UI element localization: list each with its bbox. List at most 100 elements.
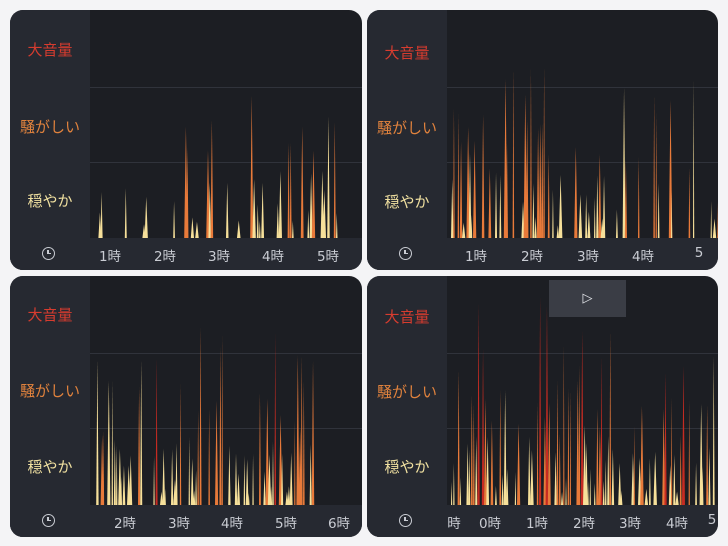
sound-spike [322, 189, 327, 238]
sound-spike [490, 420, 494, 505]
sound-spike [543, 66, 545, 238]
sound-spike [199, 326, 202, 505]
level-sidebar [10, 276, 90, 537]
sound-spike [219, 347, 222, 505]
sound-spike [303, 380, 305, 505]
time-tick: 4時 [220, 516, 244, 532]
level-label-quiet: 穏やか [384, 193, 430, 211]
sound-spike [210, 120, 214, 238]
sound-spike [547, 154, 550, 238]
sound-spike [699, 404, 703, 505]
clock-icon[interactable] [42, 514, 55, 527]
sound-spike [664, 372, 667, 505]
time-tick: 3時 [207, 249, 231, 265]
sound-spike [708, 447, 711, 505]
level-label-quiet: 穏やか [384, 458, 430, 476]
sound-spike [285, 491, 289, 505]
sound-spike [234, 453, 238, 505]
clock-icon[interactable] [399, 247, 412, 260]
sound-spike [153, 456, 155, 505]
sound-spike [517, 423, 521, 505]
sound-spike [539, 297, 542, 505]
level-label-noisy: 騒がしい [376, 119, 437, 137]
sound-spike [486, 437, 490, 505]
sound-spike [186, 147, 189, 238]
time-tick: 2時 [520, 249, 544, 265]
sound-spike [499, 174, 502, 238]
sound-spike [561, 491, 564, 505]
sound-spike [609, 331, 612, 505]
sound-spike [528, 436, 531, 505]
sound-spike [327, 116, 330, 238]
sound-spike [333, 122, 336, 238]
clock-icon[interactable] [42, 247, 55, 260]
play-button[interactable]: ▷ [549, 280, 626, 317]
time-tick: 5時 [316, 249, 340, 265]
sound-spike [688, 167, 691, 238]
sound-chart-panel-4: 大音量 騒がしい 穏やか ▷ 時 0時 1時 2時 3時 4時 5 [367, 276, 718, 537]
sound-spike [556, 380, 559, 505]
sound-spike [587, 211, 591, 238]
sound-chart-panel-2: 大音量 騒がしい 穏やか 1時 2時 3時 4時 5 [367, 10, 718, 270]
sound-spike [547, 403, 551, 505]
time-tick: 5 [694, 245, 704, 261]
sound-spike [459, 141, 463, 238]
sound-spike [124, 188, 127, 238]
sound-spike [259, 220, 261, 238]
sound-spike [534, 216, 537, 238]
sound-spike [616, 209, 618, 238]
sound-spike [607, 436, 610, 505]
level-label-loud: 大音量 [384, 44, 430, 62]
sound-spike [193, 490, 196, 505]
time-tick: 3時 [167, 516, 191, 532]
level-label-loud: 大音量 [384, 308, 430, 326]
sound-spike [638, 157, 640, 238]
sound-spike [311, 150, 316, 238]
sound-spike [576, 380, 580, 505]
sound-spike [706, 405, 709, 505]
sound-spike [473, 140, 477, 238]
sound-spike [287, 143, 290, 238]
time-tick: 0時 [478, 516, 502, 532]
sound-spike [252, 179, 256, 238]
sound-spike [309, 173, 313, 238]
sound-spike [481, 348, 485, 505]
level-label-noisy: 騒がしい [376, 383, 437, 401]
sound-spike [307, 210, 310, 238]
sound-spike [195, 221, 199, 238]
sound-spike [466, 127, 470, 238]
sound-spike [320, 170, 325, 238]
sound-spike [649, 458, 651, 505]
level-sidebar [10, 10, 90, 270]
sound-spike [545, 306, 549, 505]
sound-spike [668, 465, 672, 505]
level-sidebar [367, 276, 447, 537]
sound-level-bars [451, 297, 715, 505]
sound-spike [259, 392, 261, 505]
sound-spike [278, 171, 282, 238]
sound-spike [289, 143, 292, 238]
sound-spike [594, 482, 596, 505]
sound-spike [596, 409, 599, 505]
sound-spike [477, 304, 480, 505]
sound-spike [237, 220, 241, 238]
clock-icon[interactable] [399, 514, 412, 527]
time-tick: 5 [707, 512, 717, 528]
level-label-noisy: 騒がしい [19, 382, 80, 400]
time-tick: 1時 [525, 516, 549, 532]
sound-spike [543, 416, 547, 505]
sound-spike [278, 415, 283, 505]
sound-spike [98, 212, 102, 238]
sound-spike [96, 359, 99, 505]
sound-spike [100, 192, 103, 238]
sound-spike [624, 159, 627, 238]
sound-spike [675, 491, 679, 505]
sound-spike [468, 449, 471, 505]
sound-spike [589, 468, 591, 505]
sound-spike [111, 381, 113, 505]
sound-spike [541, 123, 544, 238]
sound-spike [583, 425, 587, 505]
sound-spike [256, 204, 259, 238]
level-label-quiet: 穏やか [27, 192, 73, 210]
sound-spike [250, 95, 254, 238]
